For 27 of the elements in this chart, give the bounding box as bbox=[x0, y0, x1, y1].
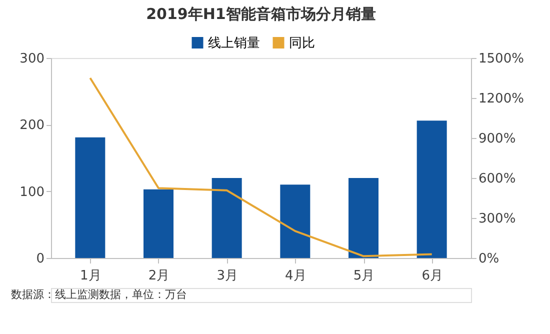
bar bbox=[144, 189, 174, 258]
y-tick-label: 0 bbox=[36, 252, 44, 266]
y2-tick-label: 900% bbox=[478, 132, 516, 146]
y2-tick-label: 0% bbox=[478, 252, 500, 266]
x-tick-label: 2月 bbox=[148, 268, 170, 284]
y2-tick-label: 300% bbox=[478, 212, 516, 226]
x-tick-label: 5月 bbox=[353, 268, 375, 284]
y2-tick-label: 1200% bbox=[478, 92, 524, 106]
legend-label: 线上销量 bbox=[208, 36, 260, 51]
y2-tick-label: 1500% bbox=[478, 52, 524, 66]
y-tick-label: 100 bbox=[20, 184, 44, 200]
text: 数据源：线上监测数据，单位：万台 bbox=[11, 288, 187, 301]
bar bbox=[348, 178, 378, 258]
x-tick-label: 1月 bbox=[80, 268, 102, 284]
line-series bbox=[89, 77, 433, 258]
bar bbox=[212, 178, 242, 258]
x-tick-label: 6月 bbox=[422, 268, 443, 284]
y-tick-label: 200 bbox=[20, 118, 44, 134]
bar bbox=[416, 120, 447, 258]
y-tick-label: 300 bbox=[20, 52, 44, 66]
y2-tick-label: 600% bbox=[478, 172, 516, 186]
x-tick-label: 4月 bbox=[285, 268, 306, 284]
x-tick-label: 3月 bbox=[216, 268, 238, 284]
chart-title: 2019年H1智能音箱市场分月销量 bbox=[146, 5, 376, 23]
legend-label: 同比 bbox=[289, 36, 315, 51]
bar bbox=[75, 137, 106, 258]
bar bbox=[280, 184, 310, 258]
